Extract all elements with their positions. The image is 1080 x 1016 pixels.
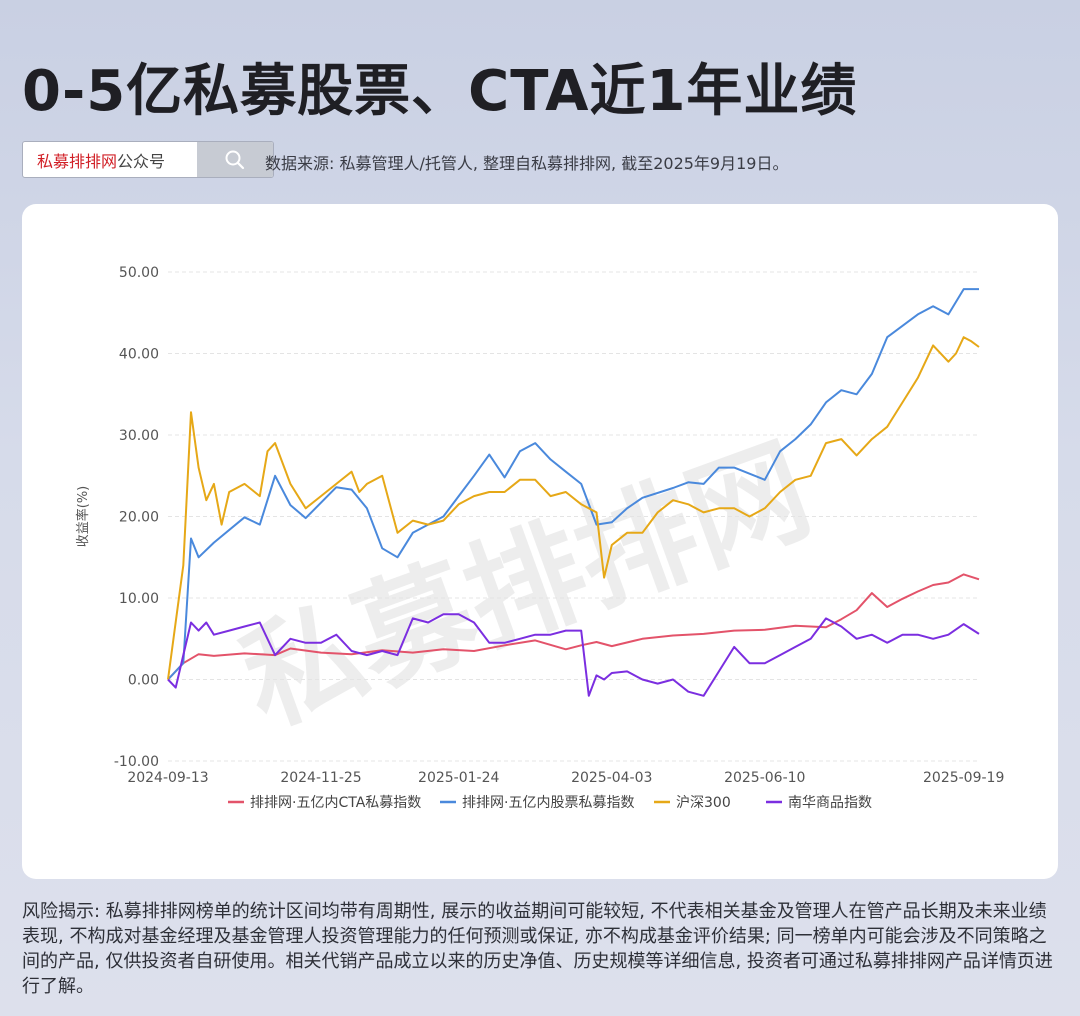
series-line-0 bbox=[167, 573, 980, 681]
risk-disclosure: 风险揭示: 私募排排网榜单的统计区间均带有周期性, 展示的收益期间可能较短, 不… bbox=[22, 901, 1053, 997]
search-box[interactable]: 私募排排网公众号 bbox=[22, 141, 274, 178]
legend-label: 排排网·五亿内CTA私募指数 bbox=[250, 795, 421, 811]
chart-card: 私募排排网 -10.00 0.00 10.00 20.00 30.00 40.00 50.00… bbox=[22, 204, 1058, 879]
y-tick-label: 40.00 bbox=[119, 347, 159, 363]
x-tick-label: 2025-04-03 bbox=[571, 770, 652, 786]
series-line-2 bbox=[167, 336, 980, 680]
x-tick-label: 2024-11-25 bbox=[280, 770, 361, 786]
search-button[interactable] bbox=[197, 142, 273, 177]
x-tick-label: 2025-09-19 bbox=[923, 770, 1004, 786]
y-axis-label: 收益率(%) bbox=[75, 486, 91, 548]
legend-label: 南华商品指数 bbox=[788, 795, 872, 811]
y-tick-label: 10.00 bbox=[119, 591, 159, 607]
line-chart: 私募排排网-10.000.0010.0020.0030.0040.0050.00… bbox=[75, 265, 1004, 811]
y-tick-label: 20.00 bbox=[119, 510, 159, 526]
search-icon bbox=[225, 150, 245, 169]
legend-label: 沪深300 bbox=[676, 795, 731, 811]
x-tick-label: 2025-01-24 bbox=[418, 770, 499, 786]
series-line-3 bbox=[167, 613, 980, 697]
search-suffix-text: 公众号 bbox=[117, 151, 166, 171]
search-placeholder[interactable]: 私募排排网公众号 bbox=[23, 148, 197, 172]
x-tick-label: 2025-06-10 bbox=[724, 770, 805, 786]
series-line-1 bbox=[167, 288, 979, 681]
data-source-note: 数据来源: 私募管理人/托管人, 整理自私募排排网, 截至2025年9月19日。 bbox=[265, 154, 789, 173]
legend-label: 排排网·五亿内股票私募指数 bbox=[462, 795, 634, 811]
y-tick-label: -10.00 bbox=[114, 754, 159, 770]
search-brand-text: 私募排排网 bbox=[37, 151, 118, 171]
y-tick-label: 30.00 bbox=[119, 428, 159, 444]
page-title: 0-5亿私募股票、CTA近1年业绩 bbox=[22, 59, 858, 124]
x-tick-label: 2024-09-13 bbox=[127, 770, 208, 786]
y-tick-label: 0.00 bbox=[128, 673, 159, 689]
y-tick-label: 50.00 bbox=[119, 265, 159, 281]
